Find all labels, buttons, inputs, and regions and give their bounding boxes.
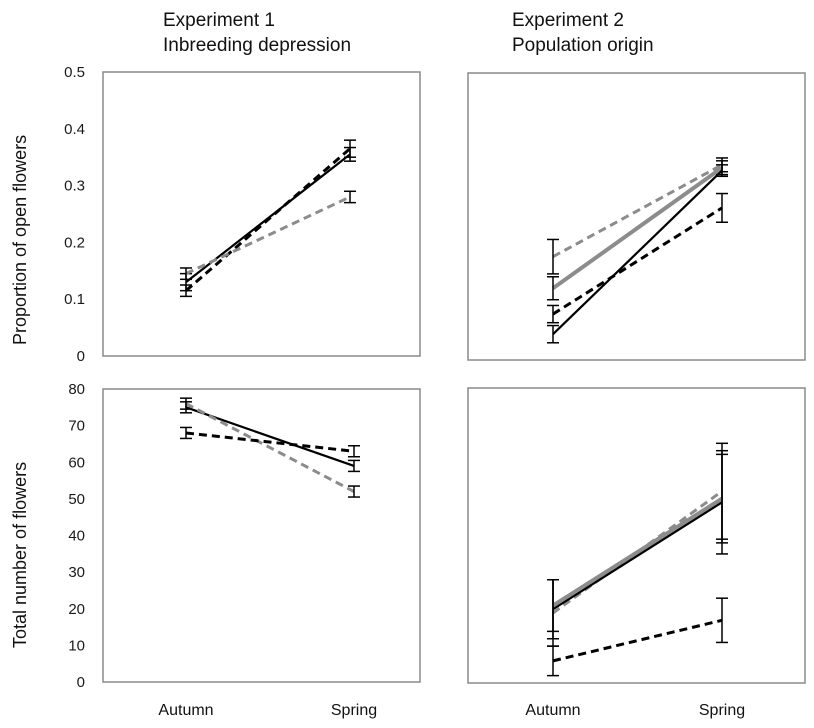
experiment-1-title-line2: Inbreeding depression bbox=[163, 35, 352, 56]
experiment-1-title: Experiment 1 Inbreeding depression bbox=[163, 8, 351, 58]
x-category-label: Autumn bbox=[158, 702, 213, 719]
y-tick-label: 20 bbox=[68, 601, 85, 618]
top-right-panel bbox=[467, 72, 806, 361]
y-tick-label: 30 bbox=[68, 564, 85, 581]
y-tick-label: 60 bbox=[68, 454, 85, 471]
y-tick-label: 0.4 bbox=[64, 121, 85, 138]
x-category-label: Spring bbox=[331, 702, 377, 719]
experiment-2-title-line1: Experiment 2 bbox=[512, 10, 624, 31]
y-tick-label: 0 bbox=[77, 348, 85, 365]
experiment-2-title-line2: Population origin bbox=[512, 35, 654, 56]
x-category-label: Spring bbox=[699, 702, 745, 719]
y-tick-label: 70 bbox=[68, 418, 85, 435]
y-tick-label: 80 bbox=[68, 381, 85, 398]
series-line bbox=[552, 169, 723, 335]
y-tick-label: 0.5 bbox=[64, 64, 85, 81]
series-line bbox=[552, 618, 723, 663]
series-line bbox=[185, 402, 355, 493]
bottom-left-panel: 80 70 60 50 40 30 20 10 0 Autumn Spring bbox=[68, 381, 421, 719]
plot-frame bbox=[102, 388, 421, 683]
y-tick-label: 0.1 bbox=[64, 291, 85, 308]
x-category-label: Autumn bbox=[525, 702, 580, 719]
experiment-1-title-line1: Experiment 1 bbox=[163, 10, 275, 31]
series-line bbox=[185, 431, 355, 453]
series-line bbox=[185, 147, 351, 292]
y-tick-label: 0.2 bbox=[64, 234, 85, 251]
experiment-2-title: Experiment 2 Population origin bbox=[512, 8, 654, 58]
plot-frame bbox=[467, 72, 806, 361]
y-tick-label: 50 bbox=[68, 491, 85, 508]
plot-frame bbox=[102, 71, 421, 357]
series-line bbox=[552, 206, 723, 316]
series-line bbox=[552, 501, 723, 611]
y-tick-label: 40 bbox=[68, 528, 85, 545]
series-line bbox=[552, 163, 723, 258]
bottom-right-panel: Autumn Spring bbox=[467, 387, 806, 719]
y-tick-label: 10 bbox=[68, 637, 85, 654]
series-line bbox=[551, 496, 724, 608]
top-left-panel: 0.5 0.4 0.3 0.2 0.1 0 bbox=[64, 64, 421, 365]
series-line bbox=[551, 166, 724, 290]
series-line bbox=[185, 195, 351, 275]
y-tick-label: 0.3 bbox=[64, 178, 85, 195]
plot-frame bbox=[467, 387, 806, 684]
y-tick-label: 0 bbox=[77, 674, 85, 691]
